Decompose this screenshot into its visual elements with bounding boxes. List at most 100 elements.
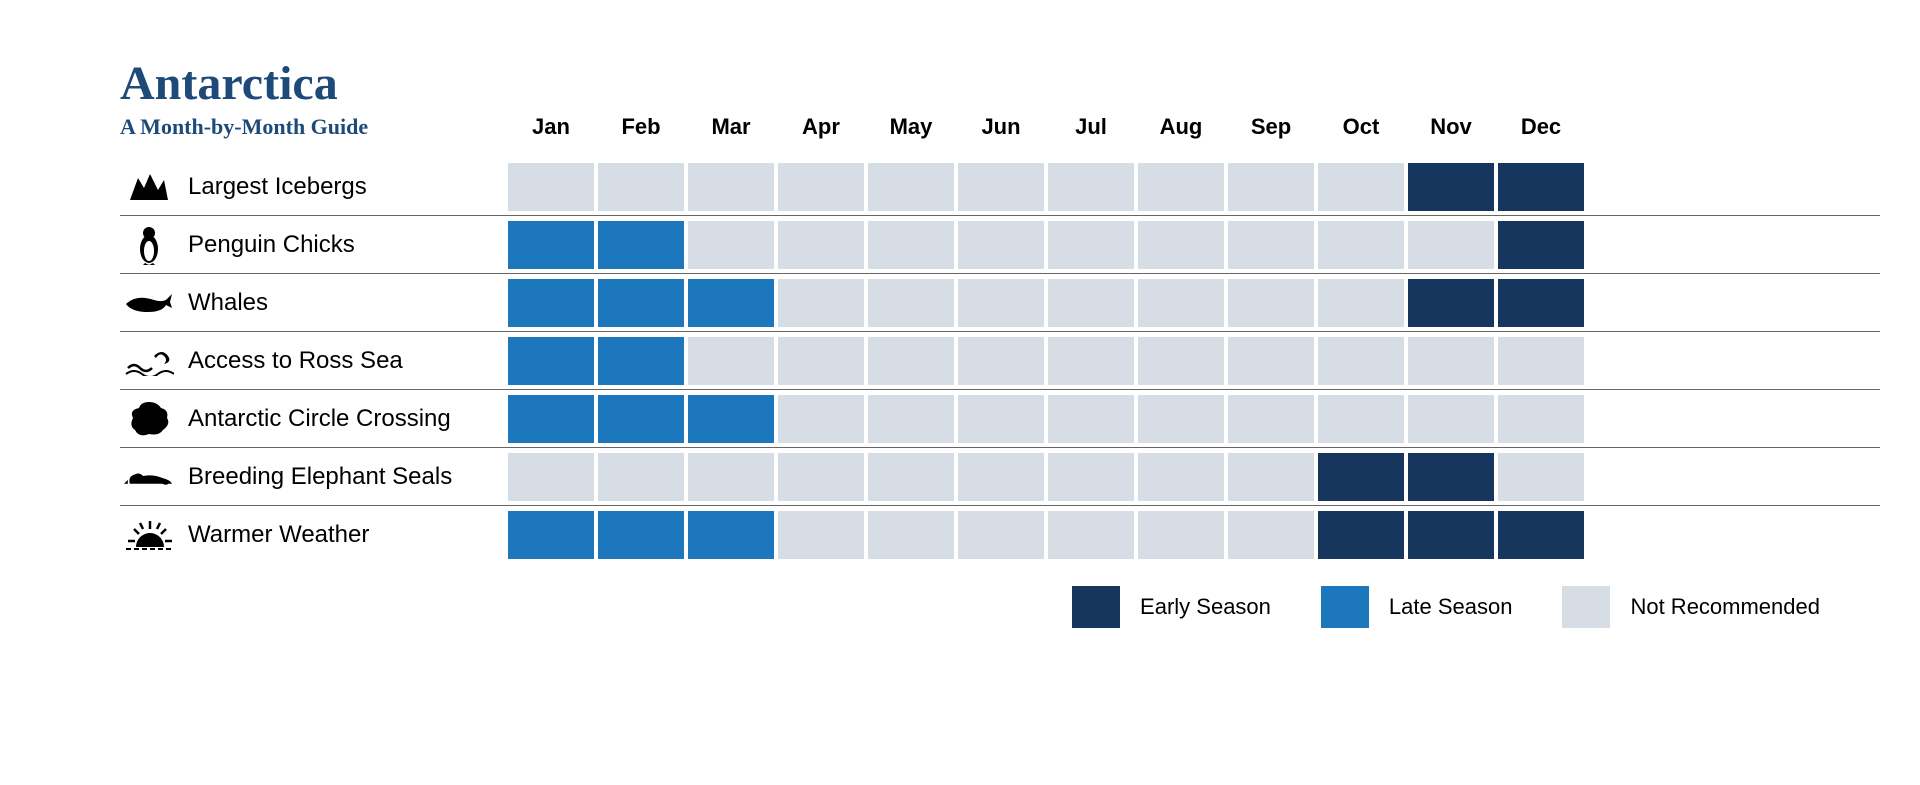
cell bbox=[958, 511, 1044, 559]
legend-label: Not Recommended bbox=[1630, 594, 1820, 620]
cell bbox=[1138, 337, 1224, 385]
row-cells bbox=[508, 511, 1604, 559]
row-cells bbox=[508, 337, 1604, 385]
month-label: Jul bbox=[1048, 114, 1134, 140]
cell bbox=[1138, 221, 1224, 269]
cell bbox=[1048, 337, 1134, 385]
cell bbox=[1318, 511, 1404, 559]
cell bbox=[688, 221, 774, 269]
whale-icon bbox=[124, 283, 174, 323]
cell bbox=[1228, 453, 1314, 501]
cell bbox=[1048, 279, 1134, 327]
cell bbox=[508, 221, 594, 269]
cell bbox=[778, 511, 864, 559]
row-label: Access to Ross Sea bbox=[188, 347, 403, 375]
month-label: May bbox=[868, 114, 954, 140]
row-cells bbox=[508, 279, 1604, 327]
cell bbox=[778, 163, 864, 211]
cell bbox=[598, 163, 684, 211]
grid-row: Warmer Weather bbox=[120, 506, 1880, 564]
legend-swatch bbox=[1321, 586, 1369, 628]
legend-swatch bbox=[1562, 586, 1610, 628]
iceberg-icon bbox=[124, 167, 174, 207]
month-label: Dec bbox=[1498, 114, 1584, 140]
month-label: Aug bbox=[1138, 114, 1224, 140]
cell bbox=[868, 395, 954, 443]
cell bbox=[1498, 279, 1584, 327]
cell bbox=[1498, 221, 1584, 269]
cell bbox=[958, 221, 1044, 269]
cell bbox=[688, 279, 774, 327]
legend-label: Late Season bbox=[1389, 594, 1513, 620]
row-label-cell: Breeding Elephant Seals bbox=[120, 457, 508, 497]
cell bbox=[598, 395, 684, 443]
cell bbox=[688, 511, 774, 559]
cell bbox=[958, 337, 1044, 385]
legend-item: Early Season bbox=[1072, 586, 1271, 628]
cell bbox=[1498, 453, 1584, 501]
cell bbox=[1318, 279, 1404, 327]
cell bbox=[1498, 337, 1584, 385]
grid-row: Penguin Chicks bbox=[120, 216, 1880, 274]
cell bbox=[1408, 163, 1494, 211]
cell bbox=[508, 337, 594, 385]
cell bbox=[1138, 453, 1224, 501]
cell bbox=[1228, 511, 1314, 559]
grid-row: Whales bbox=[120, 274, 1880, 332]
row-label: Warmer Weather bbox=[188, 521, 369, 549]
cell bbox=[1318, 337, 1404, 385]
cell bbox=[1318, 163, 1404, 211]
cell bbox=[868, 279, 954, 327]
row-label-cell: Whales bbox=[120, 283, 508, 323]
cell bbox=[868, 163, 954, 211]
month-header-row: JanFebMarAprMayJunJulAugSepOctNovDec bbox=[508, 114, 1880, 140]
row-label-cell: Largest Icebergs bbox=[120, 167, 508, 207]
cell bbox=[1138, 511, 1224, 559]
cell bbox=[868, 453, 954, 501]
cell bbox=[1408, 395, 1494, 443]
title-block: Antarctica A Month-by-Month Guide bbox=[120, 60, 508, 140]
cell bbox=[1318, 395, 1404, 443]
cell bbox=[868, 337, 954, 385]
row-label: Antarctic Circle Crossing bbox=[188, 405, 451, 433]
sun-icon bbox=[124, 515, 174, 555]
cell bbox=[1228, 279, 1314, 327]
cell bbox=[1408, 279, 1494, 327]
cell bbox=[778, 337, 864, 385]
cell bbox=[868, 221, 954, 269]
wave-icon bbox=[124, 341, 174, 381]
cell bbox=[958, 163, 1044, 211]
cell bbox=[958, 453, 1044, 501]
cell bbox=[1318, 453, 1404, 501]
row-label: Largest Icebergs bbox=[188, 173, 367, 201]
month-label: Sep bbox=[1228, 114, 1314, 140]
legend-item: Late Season bbox=[1321, 586, 1513, 628]
row-label-cell: Penguin Chicks bbox=[120, 225, 508, 265]
row-cells bbox=[508, 453, 1604, 501]
grid-row: Antarctic Circle Crossing bbox=[120, 390, 1880, 448]
cell bbox=[778, 221, 864, 269]
cell bbox=[688, 337, 774, 385]
cell bbox=[688, 395, 774, 443]
row-cells bbox=[508, 221, 1604, 269]
cell bbox=[1048, 453, 1134, 501]
seal-icon bbox=[124, 457, 174, 497]
month-label: Jan bbox=[508, 114, 594, 140]
month-label: Nov bbox=[1408, 114, 1494, 140]
cell bbox=[598, 511, 684, 559]
cell bbox=[598, 221, 684, 269]
cell bbox=[1498, 163, 1584, 211]
row-label-cell: Antarctic Circle Crossing bbox=[120, 399, 508, 439]
cell bbox=[958, 395, 1044, 443]
cell bbox=[1228, 163, 1314, 211]
cell bbox=[958, 279, 1044, 327]
row-label: Whales bbox=[188, 289, 268, 317]
month-label: Apr bbox=[778, 114, 864, 140]
continent-icon bbox=[124, 399, 174, 439]
month-label: Oct bbox=[1318, 114, 1404, 140]
cell bbox=[1048, 221, 1134, 269]
cell bbox=[1408, 337, 1494, 385]
row-label: Penguin Chicks bbox=[188, 231, 355, 259]
cell bbox=[1408, 221, 1494, 269]
month-label: Feb bbox=[598, 114, 684, 140]
